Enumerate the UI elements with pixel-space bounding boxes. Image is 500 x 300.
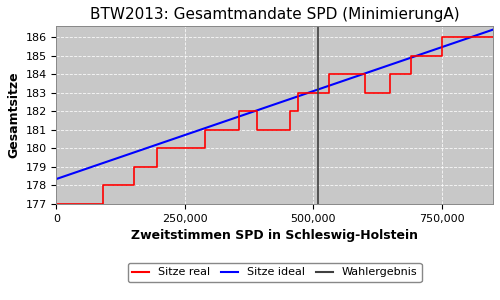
Sitze real: [236, 110, 242, 113]
Sitze real: [254, 128, 260, 132]
Sitze real: [362, 91, 368, 94]
Sitze real: [202, 146, 208, 150]
Y-axis label: Gesamtsitze: Gesamtsitze: [7, 72, 20, 158]
Line: Sitze real: Sitze real: [56, 37, 493, 204]
Sitze real: [154, 165, 160, 169]
Sitze real: [464, 35, 470, 39]
Sitze real: [100, 202, 105, 206]
Sitze real: [464, 35, 470, 39]
Sitze real: [408, 72, 414, 76]
Sitze real: [236, 128, 242, 132]
Sitze real: [438, 54, 444, 57]
Sitze real: [362, 72, 368, 76]
Sitze real: [408, 54, 414, 57]
Legend: Sitze real, Sitze ideal, Wahlergebnis: Sitze real, Sitze ideal, Wahlergebnis: [128, 263, 422, 282]
Sitze real: [130, 165, 136, 169]
X-axis label: Zweitstimmen SPD in Schleswig-Holstein: Zweitstimmen SPD in Schleswig-Holstein: [132, 229, 418, 242]
Sitze real: [287, 128, 293, 132]
Sitze real: [254, 110, 260, 113]
Sitze real: [100, 184, 105, 187]
Sitze real: [295, 91, 301, 94]
Sitze real: [490, 35, 496, 39]
Sitze real: [388, 72, 394, 76]
Sitze real: [154, 146, 160, 150]
Sitze real: [295, 110, 301, 113]
Sitze real: [54, 202, 60, 206]
Sitze real: [202, 128, 208, 132]
Sitze real: [326, 91, 332, 94]
Sitze real: [326, 72, 332, 76]
Title: BTW2013: Gesamtmandate SPD (MinimierungA): BTW2013: Gesamtmandate SPD (MinimierungA…: [90, 7, 460, 22]
Sitze real: [388, 91, 394, 94]
Sitze real: [438, 35, 444, 39]
Sitze real: [130, 184, 136, 187]
Sitze real: [287, 110, 293, 113]
